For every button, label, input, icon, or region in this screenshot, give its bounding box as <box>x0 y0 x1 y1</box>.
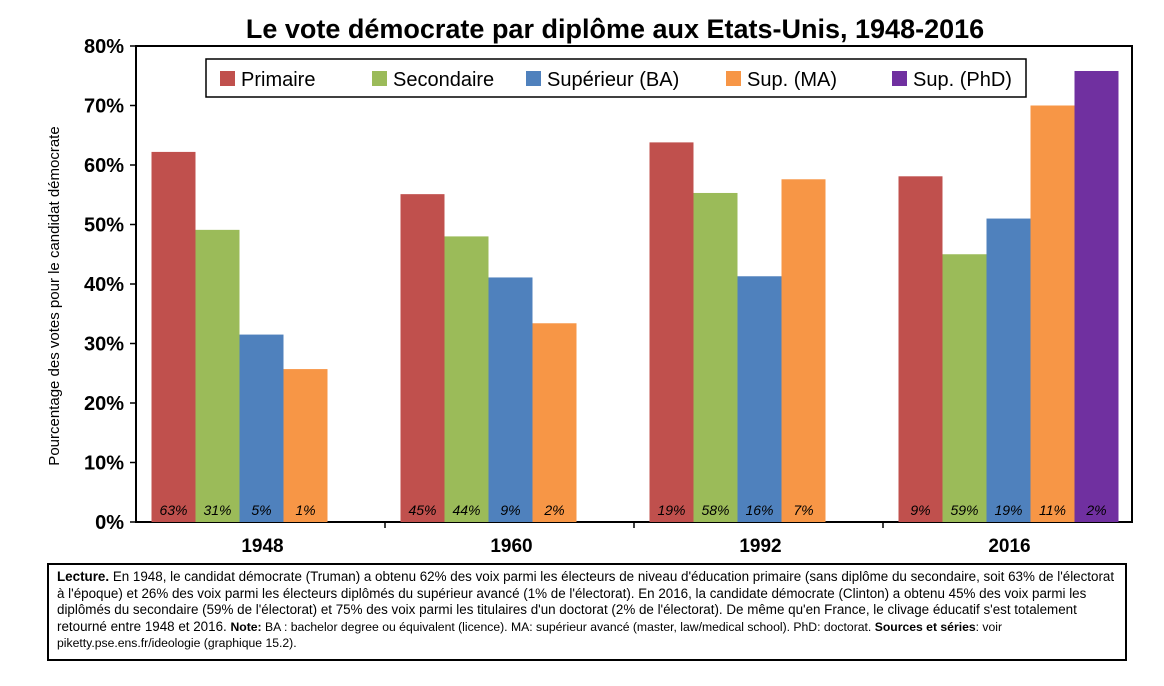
data-label: 1% <box>295 502 315 518</box>
bar[interactable] <box>693 192 738 522</box>
data-label: 63% <box>159 502 187 518</box>
data-label: 19% <box>994 502 1022 518</box>
bar[interactable] <box>986 218 1031 523</box>
legend-label: Sup. (MA) <box>747 69 837 91</box>
bar[interactable] <box>283 369 328 522</box>
bar[interactable] <box>781 179 826 522</box>
x-tick-label: 1992 <box>739 536 781 557</box>
data-label: 7% <box>793 502 813 518</box>
caption-lecture-text: En 1948, le candidat démocrate (Truman) … <box>57 569 1115 634</box>
caption-lecture-label: Lecture. <box>57 569 110 584</box>
y-tick-label: 80% <box>84 36 124 58</box>
bar[interactable] <box>195 229 240 523</box>
bar[interactable] <box>898 176 943 522</box>
caption-sources-label: Sources et séries <box>874 619 976 634</box>
caption-box: Lecture. En 1948, le candidat démocrate … <box>47 563 1127 661</box>
y-tick-label: 30% <box>84 334 124 356</box>
legend-label: Primaire <box>241 69 315 91</box>
y-tick-label: 60% <box>84 155 124 177</box>
bar[interactable] <box>151 151 196 522</box>
x-tick-label: 1948 <box>241 536 283 557</box>
data-label: 58% <box>701 502 729 518</box>
bar[interactable] <box>1074 70 1119 523</box>
chart-title: Le vote démocrate par diplôme aux Etats-… <box>246 14 984 44</box>
bar[interactable] <box>444 236 489 522</box>
data-label: 45% <box>408 502 436 518</box>
legend-label: Supérieur (BA) <box>547 69 679 91</box>
data-label: 2% <box>543 502 564 518</box>
data-label: 31% <box>203 502 231 518</box>
y-tick-label: 40% <box>84 274 124 296</box>
legend-swatch <box>526 71 541 86</box>
data-label: 16% <box>745 502 773 518</box>
y-axis-label: Pourcentage des votes pour le candidat d… <box>46 126 63 465</box>
data-label: 19% <box>657 502 685 518</box>
bar[interactable] <box>239 334 284 522</box>
data-label: 59% <box>950 502 978 518</box>
legend-box <box>205 58 1027 98</box>
y-tick-label: 20% <box>84 393 124 415</box>
bar[interactable] <box>488 277 533 522</box>
bar[interactable] <box>737 276 782 522</box>
legend-swatch <box>726 71 741 86</box>
data-label: 5% <box>251 502 271 518</box>
bar[interactable] <box>942 254 987 522</box>
data-label: 9% <box>500 502 520 518</box>
data-label: 44% <box>452 502 480 518</box>
caption-note-text: BA : bachelor degree ou équivalent (lice… <box>261 619 875 634</box>
legend-label: Secondaire <box>393 69 494 91</box>
data-label: 11% <box>1039 502 1066 518</box>
bar[interactable] <box>532 323 577 522</box>
bar[interactable] <box>1030 105 1075 523</box>
y-tick-label: 10% <box>84 453 124 475</box>
bar-chart: Le vote démocrate par diplôme aux Etats-… <box>46 14 1133 557</box>
caption-sources-text: : voir piketty.pse.ens.fr/ideologie (gra… <box>57 619 1003 651</box>
legend-swatch <box>892 71 907 86</box>
bar[interactable] <box>649 142 694 522</box>
y-tick-label: 0% <box>95 512 124 534</box>
legend-label: Sup. (PhD) <box>913 69 1012 91</box>
plot-area: 0% 10% 20% 30% 40% 50% 60% 70% 80% 63% 31% 5% 1% 1948… <box>84 36 1133 557</box>
caption-note-label: Note: <box>230 619 262 634</box>
legend-swatch <box>220 71 235 86</box>
y-tick-label: 70% <box>84 96 124 118</box>
data-label: 9% <box>910 502 930 518</box>
y-tick-label: 50% <box>84 215 124 237</box>
bar[interactable] <box>400 194 445 522</box>
legend-swatch <box>372 71 387 86</box>
x-tick-label: 1960 <box>490 536 532 557</box>
x-tick-label: 2016 <box>988 536 1030 557</box>
data-label: 2% <box>1085 502 1106 518</box>
